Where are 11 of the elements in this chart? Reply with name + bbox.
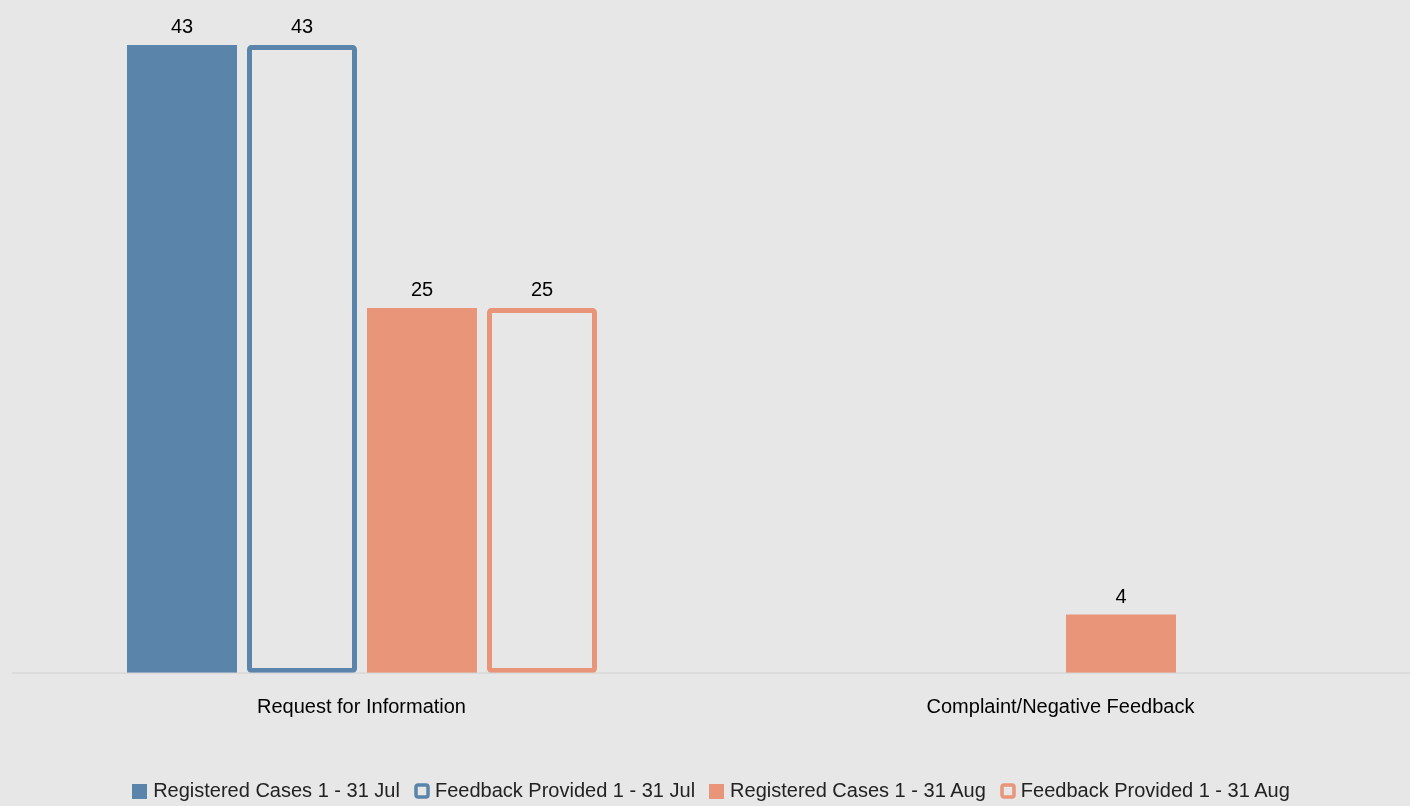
x-tick-label: Request for Information <box>257 695 466 718</box>
data-label: 25 <box>410 277 434 300</box>
legend-label: Registered Cases 1 - 31 Aug <box>730 779 986 802</box>
x-tick-label: Complaint/Negative Feedback <box>926 695 1196 718</box>
legend-label: Registered Cases 1 - 31 Jul <box>153 779 400 802</box>
data-label: 4 <box>1115 584 1127 607</box>
data-label: 43 <box>170 15 194 37</box>
data-label: 25 <box>530 277 554 300</box>
data-label: 43 <box>290 15 314 37</box>
legend-label: Feedback Provided 1 - 31 Jul <box>434 779 696 802</box>
legend-label: Feedback Provided 1 - 31 Aug <box>1020 779 1290 802</box>
